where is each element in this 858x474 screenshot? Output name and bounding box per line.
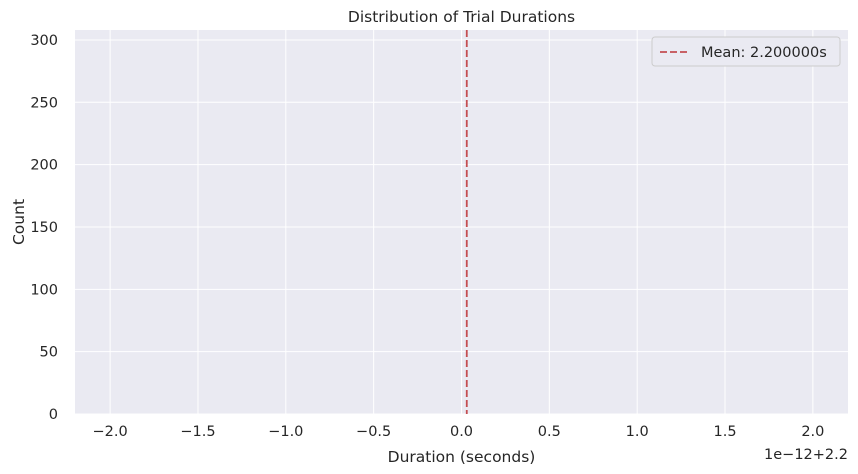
legend-label-mean: Mean: 2.200000s	[701, 45, 827, 61]
x-tick-label: −1.0	[268, 424, 303, 440]
legend-box	[651, 36, 841, 67]
x-axis-offset-label: 1e−12+2.2	[764, 447, 848, 463]
x-tick-label: −2.0	[93, 424, 128, 440]
y-tick-label: 250	[30, 95, 58, 111]
x-tick-label: 2.0	[801, 424, 824, 440]
x-axis-ticks: −2.0 −1.5 −1.0 −0.5 0.0 0.5 1.0 1.5 2.0	[93, 424, 825, 440]
legend: Mean: 2.200000s	[651, 36, 841, 67]
y-tick-label: 100	[30, 282, 58, 298]
x-tick-label: 0.0	[450, 424, 473, 440]
x-tick-label: −1.5	[180, 424, 215, 440]
x-tick-label: 1.0	[626, 424, 649, 440]
y-tick-label: 200	[30, 158, 58, 174]
x-axis-label: Duration (seconds)	[388, 448, 536, 466]
y-axis-ticks: 0 50 100 150 200 250 300	[30, 33, 58, 423]
x-tick-label: 1.5	[713, 424, 736, 440]
chart-title: Distribution of Trial Durations	[348, 8, 575, 26]
grid-lines	[75, 30, 848, 415]
x-tick-label: −0.5	[356, 424, 391, 440]
y-axis-label: Count	[10, 199, 28, 245]
y-tick-label: 50	[40, 345, 58, 361]
y-tick-label: 0	[49, 407, 58, 423]
y-tick-label: 300	[30, 33, 58, 49]
x-tick-label: 0.5	[538, 424, 561, 440]
y-tick-label: 150	[30, 220, 58, 236]
